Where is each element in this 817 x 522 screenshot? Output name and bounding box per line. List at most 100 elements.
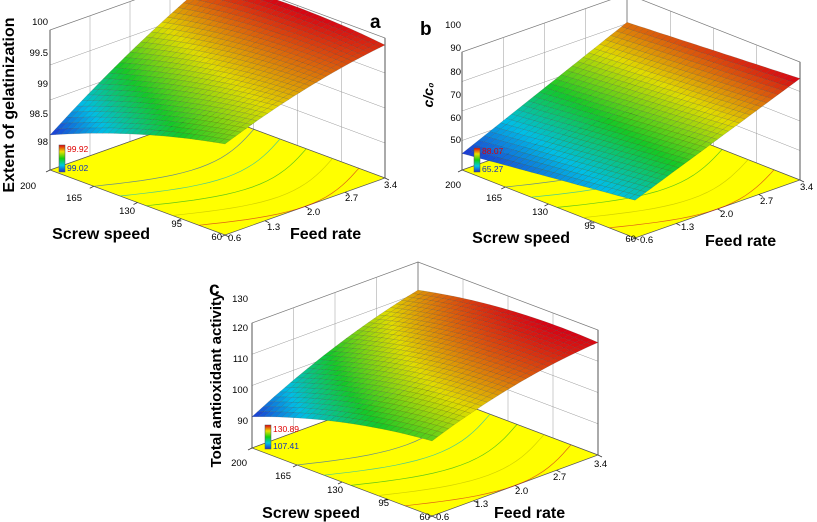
legend-low-value: 65.27 (482, 164, 504, 174)
panel-c-z-axis-label: Total antioxidant activity (208, 292, 225, 467)
legend-bar (264, 424, 272, 450)
panel-a-z-axis-label: Extent of gelatinization (1, 17, 18, 192)
z-tick-label: 98.5 (30, 109, 49, 120)
floor-contour (377, 434, 545, 496)
x-tick-label: 95 (584, 221, 595, 232)
panel-c-letter: c (209, 279, 220, 300)
y-tick-label: 2.7 (553, 472, 566, 483)
panel-a-y-axis-label: Feed rate (290, 226, 361, 243)
x-tick-mark (292, 464, 298, 468)
panel-b-surface (461, 22, 801, 201)
z-tick-label: 110 (233, 354, 248, 365)
z-tick-label: 70 (450, 90, 461, 101)
panel-b-color-legend: 88.07 65.27 (473, 146, 504, 174)
panel-b-x-axis-label: Screw speed (472, 230, 570, 247)
z-tick-label: 99 (37, 79, 48, 90)
floor-contour (583, 159, 749, 218)
z-tick-label: 80 (450, 67, 461, 78)
y-tick-mark (384, 177, 390, 181)
panel-a-color-legend: 99.92 99.02 (58, 144, 89, 173)
x-tick-mark (501, 186, 506, 190)
floor-contour (350, 424, 518, 486)
panel-b-z-axis-label: c/c₀ (420, 82, 436, 107)
z-tick-label: 99.5 (30, 48, 49, 59)
legend-high-value: 88.07 (482, 146, 504, 156)
x-tick-label: 130 (119, 206, 135, 217)
panel-b-letter: b (420, 19, 432, 40)
panel-b-chart: b c/c₀ Screw speed Feed rate 50 60 70 80… (420, 0, 813, 250)
panel-a-letter: a (370, 12, 381, 33)
y-tick-label: 3.4 (384, 180, 397, 191)
panel-a-chart: a Extent of gelatinization Screw speed F… (1, 0, 397, 244)
z-tick-label: 50 (450, 135, 461, 146)
y-tick-mark (634, 237, 640, 241)
z-tick-label: 100 (32, 17, 48, 28)
y-tick-mark (758, 194, 763, 197)
x-tick-label: 130 (532, 207, 548, 218)
panel-c-x-ticks: 200 165 130 95 60 (231, 458, 430, 522)
x-tick-label: 200 (20, 181, 36, 192)
y-tick-label: 0.6 (436, 512, 449, 522)
z-tick-label: 90 (237, 416, 248, 427)
panel-a-z-ticks: 98 98.5 99 99.5 100 (30, 17, 49, 148)
y-tick-mark (304, 206, 310, 209)
y-tick-mark (264, 220, 270, 224)
x-tick-label: 165 (486, 193, 502, 204)
y-tick-label: 2.7 (760, 196, 773, 207)
legend-low-value: 107.41 (273, 441, 299, 451)
panel-a-x-ticks: 200 165 130 95 60 (20, 181, 222, 243)
surface-cell (425, 435, 438, 442)
y-tick-label: 2.0 (515, 486, 528, 497)
y-tick-mark (431, 515, 437, 519)
z-tick-label: 60 (450, 113, 461, 124)
x-tick-mark (457, 169, 463, 173)
z-tick-label: 100 (445, 20, 461, 31)
panel-a-floor (45, 112, 390, 238)
x-tick-label: 165 (66, 193, 82, 204)
x-tick-label: 95 (378, 498, 389, 509)
floor-contour (557, 149, 723, 208)
x-tick-label: 60 (419, 512, 430, 522)
z-tick-label: 120 (232, 323, 248, 334)
z-tick-label: 130 (232, 294, 248, 305)
x-tick-mark (630, 237, 636, 241)
y-tick-mark (676, 223, 681, 226)
x-tick-mark (177, 218, 182, 222)
legend-high-value: 130.89 (273, 424, 299, 434)
legend-high-value: 99.92 (67, 144, 89, 154)
x-tick-label: 60 (211, 232, 222, 243)
z-tick-label: 98 (37, 137, 48, 148)
floor-contour (93, 129, 255, 187)
panel-a-x-axis-label: Screw speed (52, 226, 150, 243)
panel-c-z-ticks: 90 100 110 120 130 (232, 294, 248, 427)
y-tick-mark (799, 179, 805, 183)
y-tick-label: 1.3 (475, 499, 488, 510)
x-tick-mark (133, 202, 138, 205)
x-tick-label: 165 (275, 471, 291, 482)
panel-c-surface (251, 289, 599, 442)
panel-c-y-axis-label: Feed rate (494, 505, 565, 522)
y-tick-mark (514, 485, 520, 488)
x-tick-label: 95 (171, 219, 182, 230)
y-tick-mark (556, 469, 561, 473)
surface-cell (218, 138, 231, 145)
y-tick-label: 0.6 (228, 233, 241, 244)
y-tick-mark (597, 454, 603, 458)
y-tick-mark (344, 191, 350, 195)
panel-b-x-ticks: 200 165 130 95 60 (445, 180, 636, 245)
x-tick-mark (220, 234, 226, 238)
y-tick-mark (717, 208, 722, 212)
panel-c-color-legend: 130.89 107.41 (264, 424, 299, 451)
y-tick-mark (473, 500, 478, 504)
x-tick-mark (544, 203, 549, 207)
legend-bar (473, 147, 481, 173)
floor-contour (146, 148, 307, 207)
surface-cell (628, 194, 641, 201)
x-tick-label: 130 (327, 485, 343, 496)
y-tick-label: 2.0 (307, 207, 320, 218)
y-tick-label: 3.4 (594, 459, 607, 470)
panel-b-y-axis-label: Feed rate (705, 233, 776, 250)
x-tick-mark (337, 481, 343, 485)
x-tick-mark (427, 515, 433, 519)
